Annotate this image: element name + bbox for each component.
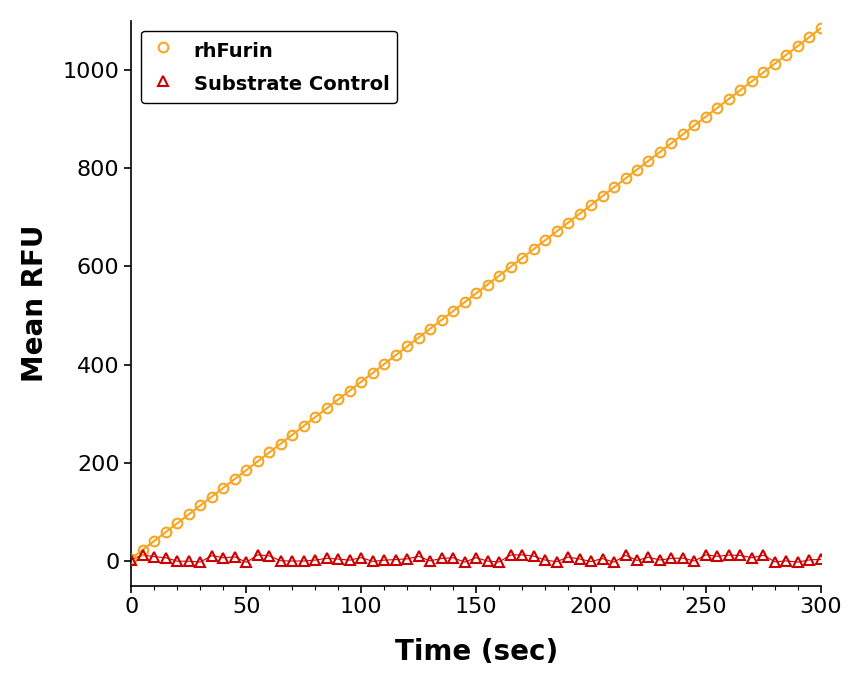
Substrate Control	[517, 551, 527, 559]
rhFurin	[126, 554, 136, 563]
Line: Substrate Control: Substrate Control	[127, 550, 826, 567]
Substrate Control	[310, 556, 320, 564]
rhFurin	[287, 431, 298, 439]
Substrate Control	[287, 557, 298, 565]
rhFurin	[494, 271, 504, 280]
Substrate Control	[563, 553, 573, 561]
Substrate Control	[391, 556, 401, 564]
Substrate Control	[126, 555, 136, 563]
rhFurin	[264, 449, 274, 457]
Y-axis label: Mean RFU: Mean RFU	[21, 225, 49, 382]
X-axis label: Time (sec): Time (sec)	[394, 638, 557, 666]
Line: rhFurin: rhFurin	[127, 23, 826, 563]
Substrate Control	[241, 558, 251, 566]
rhFurin	[816, 24, 826, 32]
rhFurin	[368, 369, 378, 377]
rhFurin	[724, 95, 734, 103]
Substrate Control	[746, 554, 757, 562]
Substrate Control	[253, 551, 263, 559]
Legend: rhFurin, Substrate Control: rhFurin, Substrate Control	[142, 30, 397, 103]
rhFurin	[540, 236, 551, 245]
Substrate Control	[816, 555, 826, 563]
